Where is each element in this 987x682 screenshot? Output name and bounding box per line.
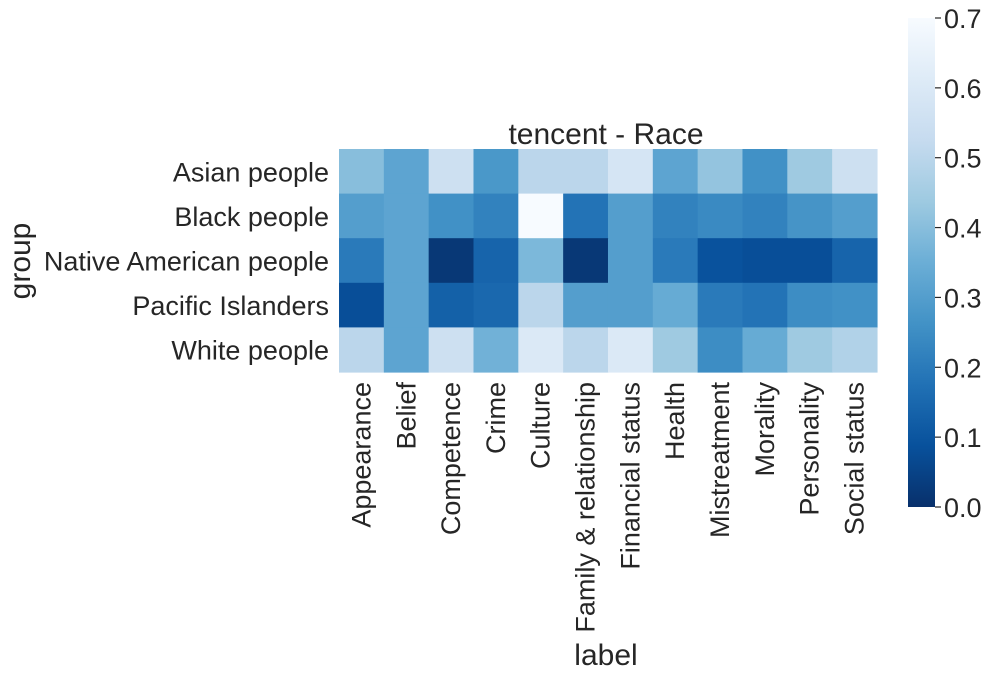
heatmap-cell [383, 149, 430, 195]
heatmap-cell [473, 193, 519, 239]
x-tick-label: Appearance [346, 382, 376, 528]
colorbar-tick-label: 0.1 [944, 423, 982, 453]
colorbar-tick-label: 0.5 [944, 144, 982, 174]
x-tick-label: Crime [481, 382, 511, 454]
y-tick-label: Black people [174, 202, 329, 232]
heatmap-cell [518, 282, 564, 328]
heatmap-cell [473, 327, 519, 373]
heatmap-cell [832, 282, 878, 328]
heatmap-cell [652, 149, 699, 195]
y-tick-label: Asian people [173, 157, 329, 187]
chart-title: tencent - Race [508, 118, 703, 151]
colorbar-tick-label: 0.2 [944, 353, 982, 383]
y-tick-labels: Asian people Black people Native American … [44, 157, 329, 365]
x-tick-label: Financial status [615, 382, 645, 570]
heatmap-cell [832, 193, 878, 239]
x-tick-labels: Appearance Belief Competence Crime Culture Fa… [346, 382, 869, 633]
heatmap-cell [697, 282, 744, 328]
heatmap-cell [787, 193, 833, 239]
heatmap-cell [428, 238, 475, 284]
heatmap-cell [832, 327, 878, 373]
heatmap-cell [832, 149, 878, 195]
x-tick-label: Competence [436, 382, 466, 535]
x-tick-label: Family & relationship [571, 382, 601, 633]
heatmap-cell [787, 238, 833, 284]
colorbar-tick-labels: 0.0 0.1 0.2 0.3 0.4 0.5 0.6 0.7 [935, 4, 982, 523]
heatmap-cell [339, 238, 385, 284]
heatmap-cell [563, 238, 609, 284]
x-tick-label: Culture [526, 382, 556, 469]
heatmap-cell [563, 193, 609, 239]
colorbar-tick-label: 0.7 [944, 4, 982, 34]
colorbar-tick-label: 0.6 [944, 74, 982, 104]
heatmap-cell [787, 149, 833, 195]
x-tick-label: Social status [840, 382, 870, 535]
heatmap-cell [339, 193, 385, 239]
heatmap-cell [428, 327, 475, 373]
heatmap-cell [697, 193, 744, 239]
heatmap-cell [563, 149, 609, 195]
heatmap-cell [742, 238, 788, 284]
heatmap-cell [473, 238, 519, 284]
heatmap-cell [742, 193, 788, 239]
heatmap-cell [473, 282, 519, 328]
heatmap-cell [383, 238, 430, 284]
heatmap-cell [339, 282, 385, 328]
heatmap-cell [383, 327, 430, 373]
heatmap-cell [697, 238, 744, 284]
heatmap-cell [742, 327, 788, 373]
heatmap-cell [697, 149, 744, 195]
heatmap-cell [607, 282, 654, 328]
heatmap-cell [652, 282, 699, 328]
x-tick-label: Personality [795, 382, 825, 516]
heatmap-cell [832, 238, 878, 284]
heatmap-cell [652, 193, 699, 239]
colorbar-tick-label: 0.3 [944, 283, 982, 313]
colorbar-tick-label: 0.0 [944, 493, 982, 523]
heatmap-cell [518, 149, 564, 195]
heatmap-cell [518, 193, 564, 239]
heatmap-cell [787, 282, 833, 328]
y-axis-label: group [4, 223, 37, 300]
heatmap-cell [428, 193, 475, 239]
y-tick-label: Pacific Islanders [132, 291, 329, 321]
y-tick-label: White people [171, 336, 329, 366]
heatmap-cell [607, 149, 654, 195]
x-tick-label: Mistreatment [705, 382, 735, 539]
heatmap-cell [518, 327, 564, 373]
heatmap-cell [339, 327, 385, 373]
heatmap-cell [742, 149, 788, 195]
heatmap-cell [607, 327, 654, 373]
heatmap-cell [742, 282, 788, 328]
heatmap-cell [563, 282, 609, 328]
x-tick-label: Belief [391, 382, 421, 450]
heatmap-cell [428, 282, 475, 328]
heatmap-cell [652, 327, 699, 373]
heatmap-cell [787, 327, 833, 373]
heatmap-cell [697, 327, 744, 373]
heatmap-cell [473, 149, 519, 195]
heatmap-cells [339, 149, 878, 373]
x-axis-label: label [574, 639, 637, 672]
y-tick-label: Native American people [44, 247, 329, 277]
colorbar [908, 18, 935, 507]
heatmap-cell [339, 149, 385, 195]
heatmap-cell [607, 238, 654, 284]
heatmap-cell [652, 238, 699, 284]
heatmap-cell [607, 193, 654, 239]
heatmap-cell [518, 238, 564, 284]
x-tick-label: Health [660, 382, 690, 460]
x-tick-label: Morality [750, 382, 780, 477]
heatmap-cell [563, 327, 609, 373]
heatmap-cell [383, 282, 430, 328]
heatmap-cell [383, 193, 430, 239]
colorbar-tick-label: 0.4 [944, 214, 982, 244]
heatmap-cell [428, 149, 475, 195]
